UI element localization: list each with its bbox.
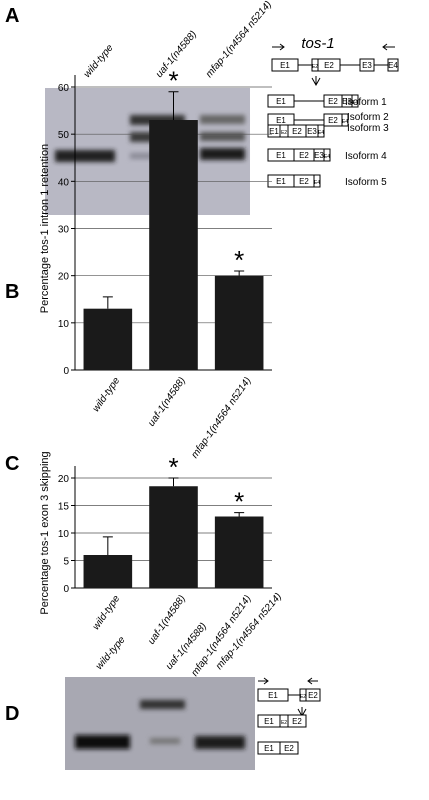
x-tick-label: mfap-1(n4564 n5214): [189, 375, 253, 460]
bar: [149, 486, 198, 588]
exon-label: E4: [342, 119, 348, 125]
lane-label: mfap-1(n4564 n5214): [204, 0, 274, 80]
isoform-label: Isoform 1: [345, 97, 387, 108]
y-tick-label: 15: [58, 502, 70, 513]
exon-label: E2: [299, 151, 309, 160]
error-bar: [102, 296, 113, 309]
lane-label: wild-type: [82, 42, 116, 80]
annotation: *: [168, 452, 178, 482]
y-tick-label: 30: [58, 225, 70, 236]
panel-label: B: [5, 281, 19, 303]
bar: [214, 275, 264, 370]
panel-label: C: [5, 453, 19, 475]
annotation: *: [234, 245, 244, 275]
exon-label: E3: [342, 97, 352, 106]
bar: [83, 308, 133, 370]
arrow: [272, 43, 395, 87]
exon-label: E2: [308, 691, 318, 700]
exon-label: E2: [312, 64, 318, 70]
lane-label: wild-type: [94, 634, 128, 672]
y-axis-label: Percentage tos-1 exon 3 skipping: [39, 451, 51, 614]
exon-label: E2: [324, 61, 334, 70]
exon-label: E4: [324, 154, 330, 160]
exon-label: E3: [314, 151, 324, 160]
bar: [214, 516, 264, 588]
exon-label: E1: [276, 116, 286, 125]
x-tick-label: wild-type: [91, 375, 123, 414]
exon: [317, 124, 325, 138]
exon: [387, 58, 399, 72]
panel-label: D: [5, 703, 19, 725]
exon: [313, 174, 321, 188]
exon-label: E1: [264, 717, 274, 726]
exon: [279, 741, 299, 755]
exon-label: E1: [268, 691, 278, 700]
exon-label: E4: [352, 100, 358, 106]
exon: [341, 113, 349, 127]
exon-label: E4: [314, 180, 320, 186]
annotation: *: [168, 66, 178, 96]
exon-label: E1: [264, 744, 274, 753]
y-tick-label: 0: [63, 366, 69, 377]
exon-label: E1: [276, 177, 286, 186]
error-bar: [102, 536, 113, 555]
y-tick-label: 0: [63, 584, 69, 595]
gene-title: tos-1: [301, 35, 334, 52]
y-tick-label: 10: [58, 529, 70, 540]
y-tick-label: 5: [63, 557, 69, 568]
error-bar: [234, 270, 245, 276]
isoform-label: Isoform 2: [347, 112, 389, 123]
y-tick-label: 20: [58, 474, 70, 485]
isoform-label: Isoform 5: [345, 177, 387, 188]
y-tick-label: 20: [58, 272, 70, 283]
exon-label: E1: [276, 97, 286, 106]
exon-label: E4: [388, 61, 398, 70]
exon-label: E2: [292, 717, 302, 726]
y-axis-label: Percentage tos-1 intron 1 retention: [39, 144, 51, 313]
exon: [305, 688, 321, 702]
x-tick-label: uaf-1(n4588): [146, 593, 188, 646]
error-bar: [234, 512, 245, 517]
isoform-label: Isoform 4: [345, 151, 387, 162]
exon-label: E2: [281, 720, 287, 726]
panel-label: A: [5, 5, 19, 27]
exon-label: E4: [318, 130, 324, 136]
exon-label: E2: [328, 116, 338, 125]
exon: [351, 94, 359, 108]
exon-label: E2: [299, 177, 309, 186]
error-bar: [168, 91, 179, 121]
y-tick-label: 10: [58, 319, 70, 330]
exon-label: E1: [280, 61, 290, 70]
y-tick-label: 60: [58, 83, 70, 94]
bar: [149, 120, 198, 371]
exon: [287, 714, 307, 728]
gel-a: [45, 88, 250, 215]
exon-label: E3: [362, 61, 372, 70]
bar: [83, 555, 133, 588]
x-tick-label: uaf-1(n4588): [146, 375, 188, 428]
exon-label: E3: [307, 127, 317, 136]
error-bar: [168, 477, 179, 487]
exon-label: E2: [284, 744, 294, 753]
exon-label: E2: [328, 97, 338, 106]
exon-label: E2: [292, 127, 302, 136]
gel-d: [65, 677, 255, 770]
exon-label: E2: [300, 694, 306, 700]
y-tick-label: 40: [58, 177, 70, 188]
exon-label: E1: [276, 151, 286, 160]
y-tick-label: 50: [58, 130, 70, 141]
exon: [323, 148, 331, 162]
x-tick-label: wild-type: [91, 593, 123, 632]
arrow: [258, 677, 318, 718]
isoform-label: Isoform 3: [347, 123, 389, 134]
exon-label: E2: [281, 130, 287, 136]
exon-label: E1: [269, 127, 279, 136]
annotation: *: [234, 487, 244, 517]
